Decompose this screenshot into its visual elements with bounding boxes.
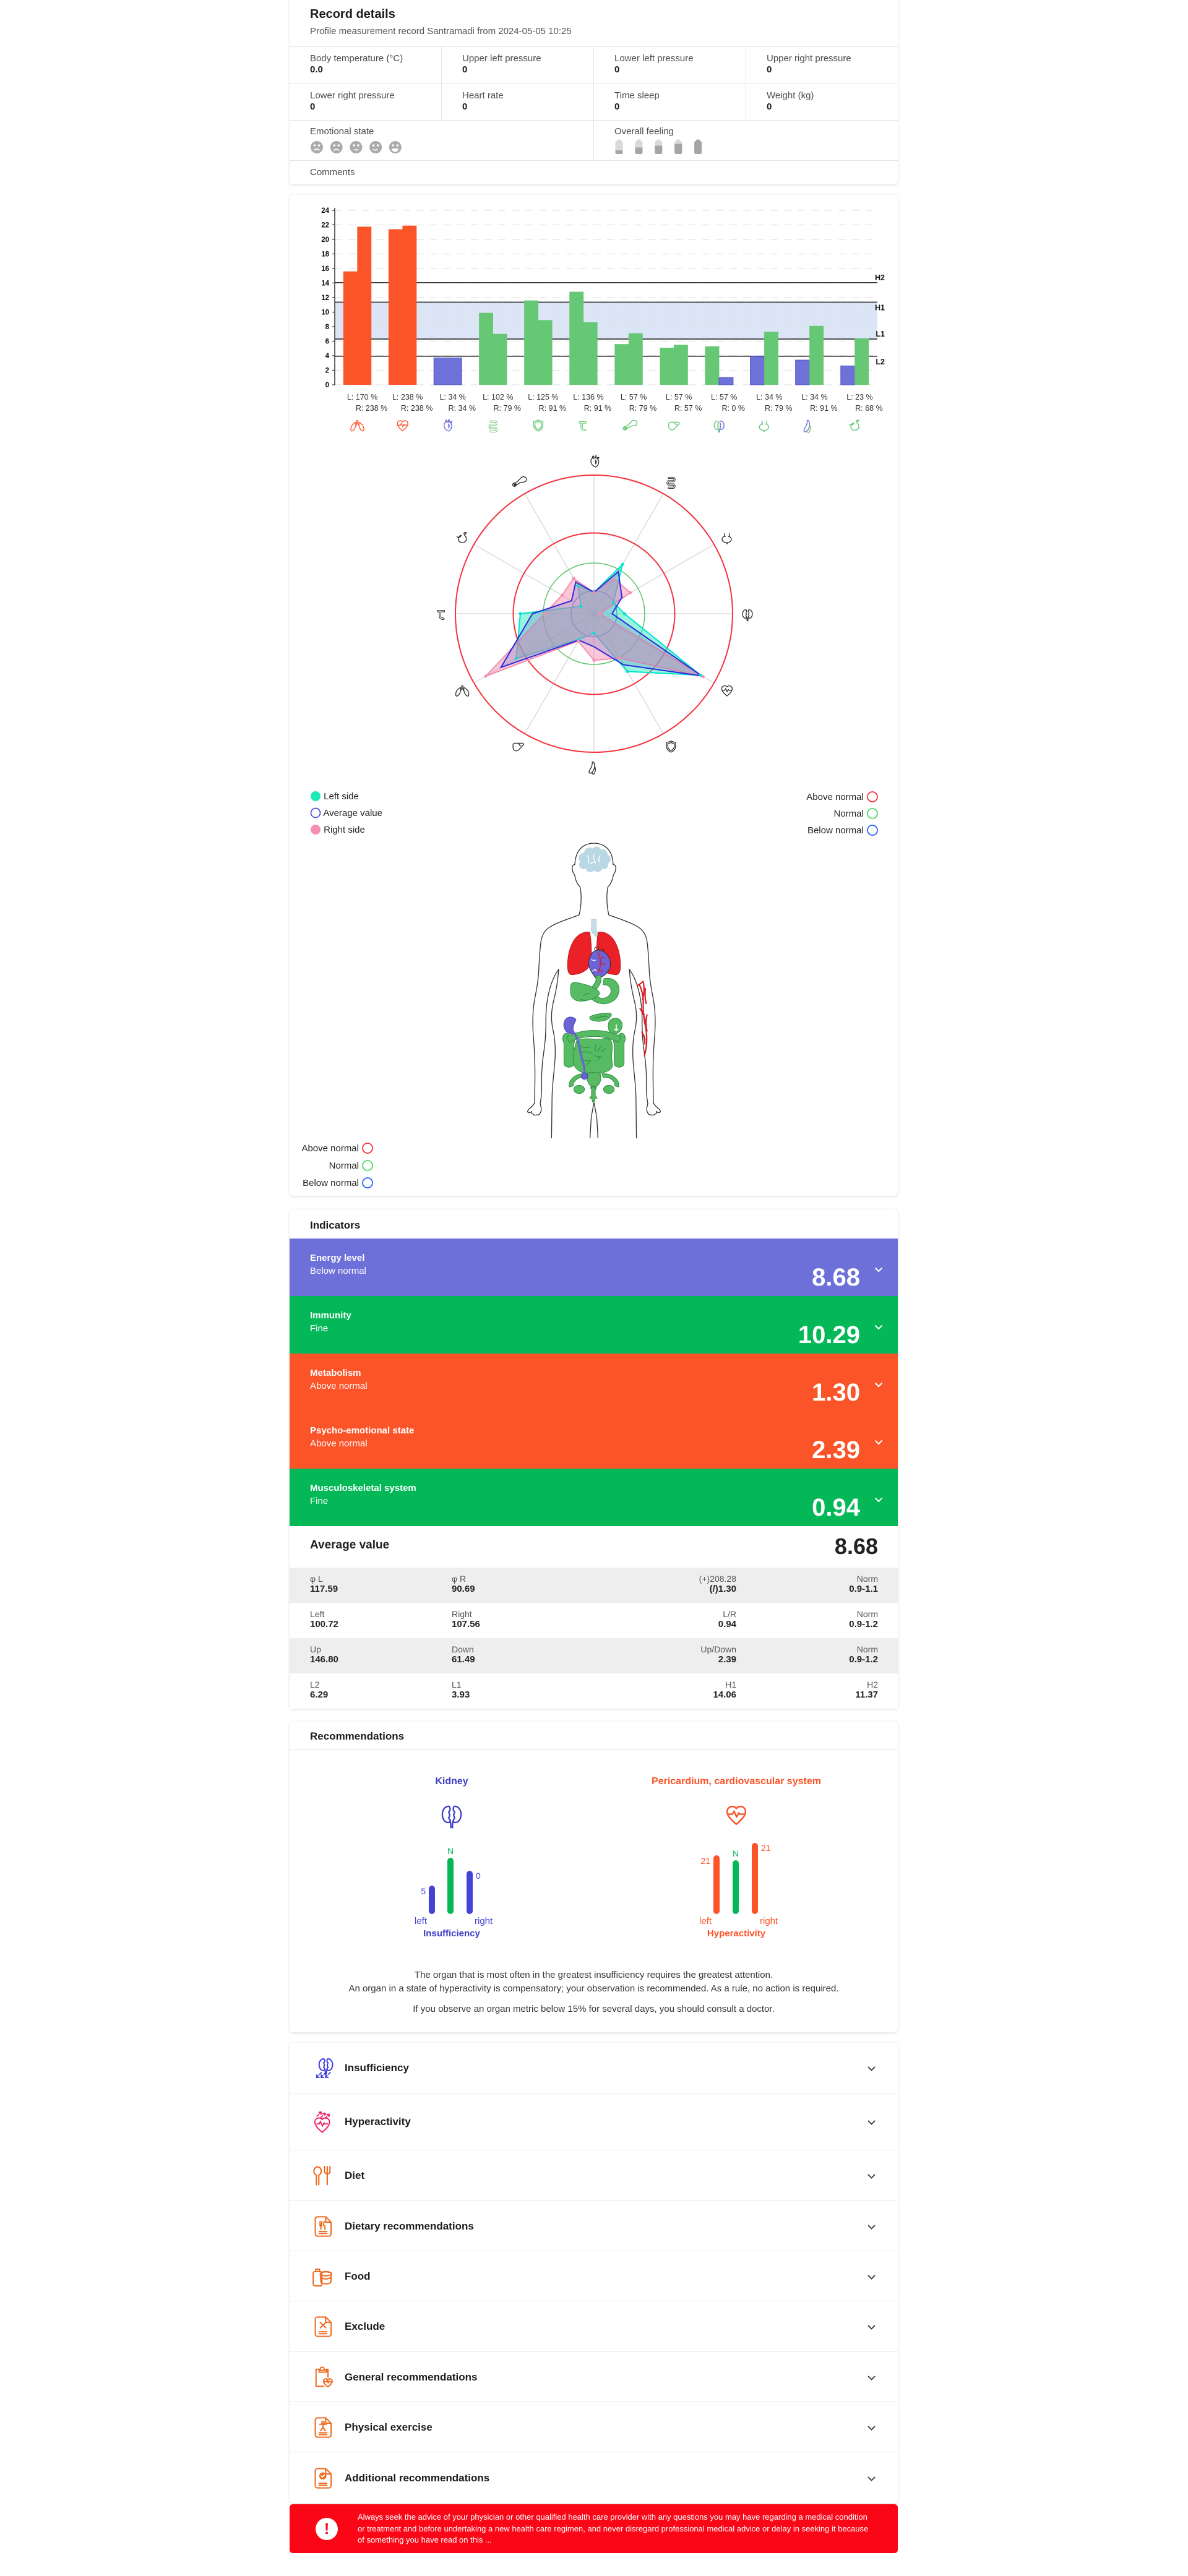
svg-text:L2: L2 [876,358,885,366]
svg-text:R: 79 %: R: 79 % [765,404,792,413]
svg-text:R: 34 %: R: 34 % [448,404,475,413]
svg-text:right: right [760,1916,778,1926]
svg-text:L: 125 %: L: 125 % [528,393,558,401]
svg-text:R: 79 %: R: 79 % [629,404,656,413]
svg-text:4: 4 [325,353,330,360]
svg-text:21: 21 [761,1843,771,1853]
svg-text:L: 34 %: L: 34 % [801,393,827,401]
svg-text:8: 8 [325,324,330,331]
svg-text:R: 91 %: R: 91 % [584,404,611,413]
svg-text:L: 102 %: L: 102 % [483,393,513,401]
svg-text:L: 238 %: L: 238 % [392,393,423,401]
svg-text:24: 24 [321,207,329,215]
svg-text:R: 0 %: R: 0 % [721,404,745,413]
svg-text:0: 0 [325,382,329,389]
svg-text:22: 22 [321,222,329,230]
svg-text:16: 16 [321,265,329,273]
svg-text:R: 57 %: R: 57 % [674,404,702,413]
svg-text:6: 6 [325,338,329,346]
svg-text:2: 2 [325,367,329,375]
svg-text:H2: H2 [875,273,885,282]
svg-text:L: 34 %: L: 34 % [756,393,782,401]
svg-text:N: N [733,1848,739,1858]
svg-text:L: 57 %: L: 57 % [621,393,647,401]
svg-text:left: left [415,1916,428,1926]
svg-text:L: 34 %: L: 34 % [440,393,466,401]
svg-text:21: 21 [700,1856,710,1866]
svg-text:L: 57 %: L: 57 % [666,393,692,401]
svg-text:0: 0 [476,1871,481,1881]
svg-text:5: 5 [421,1886,426,1896]
svg-text:L: 136 %: L: 136 % [573,393,603,401]
svg-text:14: 14 [321,280,329,288]
svg-text:20: 20 [321,236,329,244]
svg-text:R: 238 %: R: 238 % [401,404,433,413]
svg-text:right: right [475,1916,493,1926]
svg-text:L: 23 %: L: 23 % [846,393,872,401]
svg-text:R: 91 %: R: 91 % [539,404,566,413]
svg-text:12: 12 [321,294,329,302]
svg-text:L1: L1 [876,330,885,338]
svg-text:R: 91 %: R: 91 % [810,404,837,413]
svg-text:L: 57 %: L: 57 % [711,393,737,401]
svg-text:R: 79 %: R: 79 % [494,404,521,413]
svg-text:10: 10 [321,309,329,317]
svg-text:R: 238 %: R: 238 % [356,404,387,413]
svg-text:R: 68 %: R: 68 % [855,404,882,413]
svg-text:18: 18 [321,251,329,259]
svg-text:H1: H1 [875,303,885,312]
svg-text:left: left [699,1916,712,1926]
svg-text:N: N [447,1846,454,1856]
svg-text:L: 170 %: L: 170 % [347,393,377,401]
